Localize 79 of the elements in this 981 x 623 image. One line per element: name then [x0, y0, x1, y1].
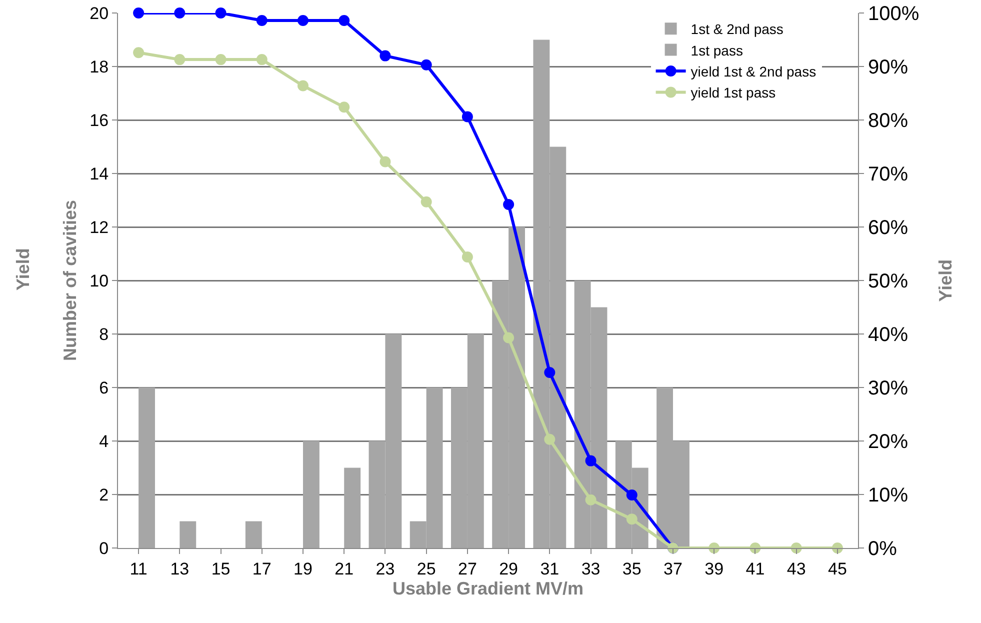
- point: [133, 47, 144, 58]
- x-tick-label: 11: [130, 559, 148, 578]
- x-tick-label: 45: [828, 559, 847, 578]
- point: [215, 8, 226, 18]
- point: [420, 196, 432, 208]
- point: [462, 251, 473, 262]
- x-tick-label: 13: [170, 559, 190, 578]
- point: [503, 199, 514, 210]
- y2-tick-label: 0%: [868, 538, 898, 560]
- y2-tick-label: 10%: [868, 484, 908, 506]
- x-tick-label: 39: [704, 559, 724, 578]
- x-tick-label: 43: [786, 559, 806, 578]
- point: [174, 8, 186, 18]
- x-tick-label: 41: [746, 559, 765, 578]
- x-tick-label: 31: [540, 559, 560, 578]
- point: [503, 332, 514, 344]
- point: [626, 490, 638, 501]
- bar: [245, 521, 262, 548]
- y2-tick-label: 30%: [868, 378, 908, 400]
- y2-tick-label: 40%: [868, 324, 908, 346]
- y2-tick-label: 50%: [868, 270, 908, 292]
- y2-tick-label: 100%: [868, 3, 920, 25]
- y2-tick-label: 80%: [868, 110, 908, 132]
- legend-label: yield 1st pass: [690, 84, 776, 101]
- x-tick-label: 25: [416, 559, 436, 578]
- x-tick-label: 35: [622, 559, 642, 578]
- point: [298, 14, 308, 26]
- point: [133, 8, 144, 18]
- bar: [138, 388, 155, 548]
- y2-tick-label: 90%: [868, 56, 908, 78]
- point: [462, 111, 473, 122]
- y-axis-title: Number of cavities: [60, 200, 80, 362]
- point: [256, 14, 268, 26]
- legend-label: yield 1st & 2nd pass: [690, 63, 816, 80]
- x-tick-label: 19: [294, 559, 312, 578]
- y2-axis-title: Yield: [935, 259, 956, 302]
- point: [174, 54, 186, 66]
- y-tick-label: 18: [90, 57, 109, 76]
- point: [380, 156, 391, 168]
- point: [544, 367, 556, 378]
- point: [338, 102, 350, 113]
- x-tick-label: 15: [211, 559, 230, 578]
- point: [215, 54, 226, 66]
- y-tick-label: 4: [99, 432, 109, 451]
- point: [380, 50, 391, 62]
- y-tick-label: 16: [90, 110, 109, 130]
- point: [298, 80, 308, 92]
- y-tick-label: 2: [99, 485, 109, 504]
- y2-tick-label: 60%: [868, 217, 908, 239]
- x-tick-label: 17: [252, 559, 272, 578]
- y-tick-label: 12: [90, 218, 109, 237]
- point: [585, 494, 596, 506]
- point: [585, 455, 596, 466]
- x-tick-label: 33: [581, 559, 600, 578]
- y2-tick-label: 20%: [868, 431, 908, 453]
- legend-label: 1st & 2nd pass: [690, 21, 784, 38]
- x-tick-label: 29: [499, 559, 518, 578]
- legend-label: 1st pass: [690, 42, 743, 58]
- y-tick-label: 0: [99, 538, 109, 558]
- bar: [180, 521, 196, 548]
- point: [338, 14, 350, 26]
- x-tick-label: 23: [376, 559, 395, 578]
- bar: [303, 441, 320, 548]
- text: Yield: [12, 248, 33, 290]
- y2-tick-label: 70%: [868, 164, 908, 186]
- y-tick-label: 14: [90, 164, 109, 184]
- x-tick-label: 21: [334, 559, 354, 578]
- x-axis-title: Usable Gradient MV/m: [392, 578, 584, 598]
- y-tick-label: 8: [99, 324, 109, 344]
- x-tick-label: 37: [664, 559, 682, 578]
- point: [256, 54, 268, 66]
- point: [626, 514, 638, 525]
- y-tick-label: 20: [90, 4, 109, 23]
- bar: [344, 468, 361, 548]
- point: [420, 59, 432, 70]
- y-tick-label: 10: [90, 271, 109, 290]
- y-tick-label: 6: [99, 378, 109, 398]
- x-tick-label: 27: [458, 559, 477, 578]
- point: [544, 434, 556, 445]
